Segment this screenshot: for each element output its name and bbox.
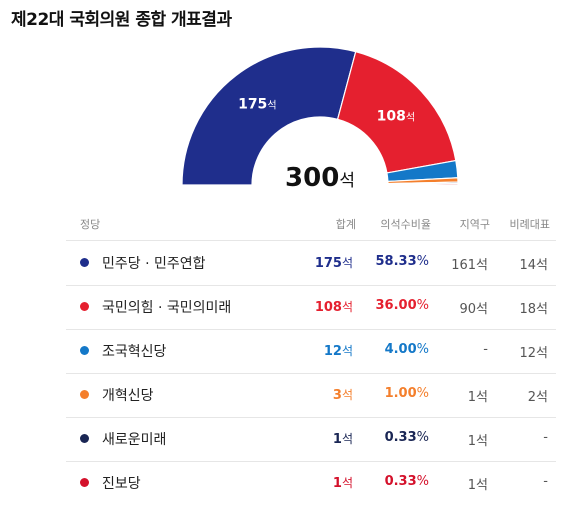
seat-ratio: 0.33% (385, 474, 429, 489)
total-seats-unit: 석 (341, 388, 353, 402)
party-name: 새로운미래 (102, 432, 167, 448)
seat-chart: 175석 108석 300석 (181, 46, 459, 193)
seat-ratio-value: 36.00 (375, 298, 417, 313)
seat-ratio-value: 1.00 (384, 386, 417, 401)
total-seats: 1석 (333, 430, 353, 447)
row-divider (66, 373, 556, 374)
total-seats-unit: 석 (341, 256, 353, 270)
district-seats: 161석 (451, 258, 488, 273)
total-seats-value: 12 (323, 344, 342, 359)
row-divider (66, 461, 556, 462)
seat-ratio-value: 4.00 (384, 342, 417, 357)
table-row: 새로운미래 1석 0.33% 1석 - (66, 417, 556, 461)
total-seats-value: 175 (314, 256, 342, 271)
row-divider (66, 417, 556, 418)
total-seats-unit: 석 (341, 476, 353, 490)
seat-ratio-value: 0.33 (384, 430, 417, 445)
party-color-dot (80, 258, 89, 267)
proportional-seats: - (543, 430, 548, 445)
proportional-seats: 12석 (519, 346, 548, 361)
total-seats-unit: 석 (341, 344, 353, 358)
seat-ratio: 1.00% (385, 386, 429, 401)
district-seats: - (483, 342, 488, 357)
table-row: 개혁신당 3석 1.00% 1석 2석 (66, 373, 556, 417)
page-title: 제22대 국회의원 종합 개표결과 (11, 10, 232, 30)
row-divider (66, 329, 556, 330)
chart-slice (181, 46, 357, 186)
seat-ratio: 36.00% (376, 298, 429, 313)
table-row: 조국혁신당 12석 4.00% - 12석 (66, 329, 556, 373)
proportional-seats: 18석 (519, 302, 548, 317)
party-name: 진보당 (102, 476, 141, 492)
party-color-dot (80, 346, 89, 355)
party-name: 국민의힘 · 국민의미래 (102, 300, 232, 316)
total-seats: 1석 (333, 474, 353, 491)
district-seats: 90석 (459, 302, 488, 317)
total-seats-label: 300석 (285, 163, 355, 193)
seat-ratio: 4.00% (385, 342, 429, 357)
total-seats-unit: 석 (341, 300, 353, 314)
row-divider (66, 285, 556, 286)
table-row: 진보당 1석 0.33% 1석 - (66, 461, 556, 505)
district-seats: 1석 (467, 390, 488, 405)
party-color-dot (80, 302, 89, 311)
chart-data-label: 175석 (238, 96, 276, 112)
district-seats: 1석 (467, 478, 488, 493)
column-header-total: 합계 (335, 218, 356, 231)
total-seats-value: 3 (332, 388, 342, 403)
seat-ratio-unit: % (416, 474, 429, 489)
seat-ratio-unit: % (416, 386, 429, 401)
seat-ratio-unit: % (416, 342, 429, 357)
total-seats: 175석 (315, 254, 353, 271)
party-name: 민주당 · 민주연합 (102, 256, 206, 272)
table-row: 민주당 · 민주연합 175석 58.33% 161석 14석 (66, 241, 556, 285)
column-header-ratio: 의석수비율 (380, 218, 431, 231)
district-seats: 1석 (467, 434, 488, 449)
total-seats: 108석 (315, 298, 353, 315)
party-color-dot (80, 390, 89, 399)
party-name: 조국혁신당 (102, 344, 167, 360)
seat-ratio: 0.33% (385, 430, 429, 445)
chart-slice (387, 182, 459, 186)
seat-ratio: 58.33% (376, 254, 429, 269)
chart-data-label: 108석 (377, 108, 415, 124)
column-header-party: 정당 (80, 218, 101, 231)
column-header-proportional: 비례대표 (509, 218, 550, 231)
party-name: 개혁신당 (102, 388, 154, 404)
seat-ratio-unit: % (416, 254, 429, 269)
proportional-seats: - (543, 474, 548, 489)
seat-ratio-unit: % (416, 430, 429, 445)
total-seats-value: 1 (332, 476, 342, 491)
proportional-seats: 2석 (527, 390, 548, 405)
party-color-dot (80, 478, 89, 487)
seat-ratio-unit: % (416, 298, 429, 313)
total-seats-value: 1 (332, 432, 342, 447)
party-color-dot (80, 434, 89, 443)
total-seats-unit: 석 (341, 432, 353, 446)
total-seats-value: 108 (314, 300, 342, 315)
total-seats: 3석 (333, 386, 353, 403)
proportional-seats: 14석 (519, 258, 548, 273)
seat-ratio-value: 58.33 (375, 254, 417, 269)
total-seats: 12석 (324, 342, 353, 359)
seat-ratio-value: 0.33 (384, 474, 417, 489)
table-header-divider (66, 240, 556, 241)
column-header-district: 지역구 (459, 218, 490, 231)
table-row: 국민의힘 · 국민의미래 108석 36.00% 90석 18석 (66, 285, 556, 329)
